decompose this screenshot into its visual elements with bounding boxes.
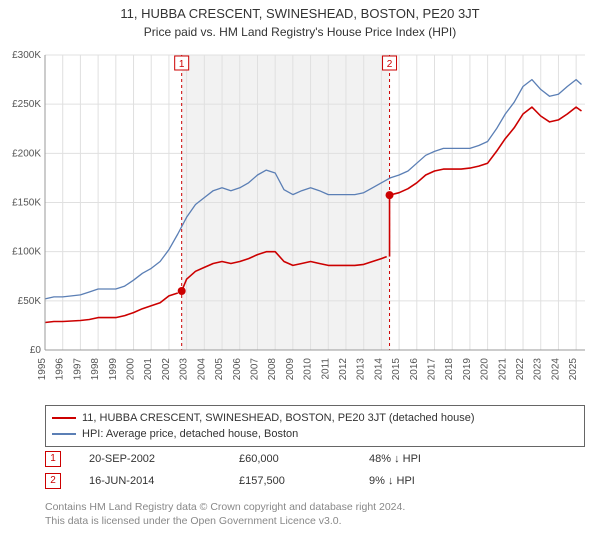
chart-svg: 12£0£50K£100K£150K£200K£250K£300K1995199…: [45, 50, 585, 400]
page-title: 11, HUBBA CRESCENT, SWINESHEAD, BOSTON, …: [0, 6, 600, 21]
svg-text:1996: 1996: [55, 358, 66, 381]
svg-text:2003: 2003: [179, 358, 190, 381]
svg-text:2017: 2017: [427, 358, 438, 381]
marker-pct: 9% ↓ HPI: [369, 475, 509, 487]
svg-text:2022: 2022: [515, 358, 526, 381]
footnote-line: Contains HM Land Registry data © Crown c…: [45, 500, 585, 514]
legend-row: 11, HUBBA CRESCENT, SWINESHEAD, BOSTON, …: [52, 410, 578, 426]
svg-text:£200K: £200K: [12, 148, 41, 159]
svg-text:2004: 2004: [196, 358, 207, 381]
svg-text:2007: 2007: [249, 358, 260, 381]
svg-text:2015: 2015: [391, 358, 402, 381]
svg-text:2016: 2016: [409, 358, 420, 381]
svg-text:£300K: £300K: [12, 50, 41, 61]
svg-text:£100K: £100K: [12, 247, 41, 258]
table-row: 1 20-SEP-2002 £60,000 48% ↓ HPI: [45, 448, 585, 470]
legend-label: HPI: Average price, detached house, Bost…: [82, 428, 298, 440]
svg-text:2002: 2002: [161, 358, 172, 381]
svg-text:2000: 2000: [126, 358, 137, 381]
svg-text:£50K: £50K: [18, 296, 42, 307]
svg-text:2011: 2011: [320, 358, 331, 380]
svg-text:£250K: £250K: [12, 99, 41, 110]
legend-row: HPI: Average price, detached house, Bost…: [52, 426, 578, 442]
svg-text:£150K: £150K: [12, 198, 41, 209]
svg-text:2005: 2005: [214, 358, 225, 381]
svg-text:2012: 2012: [338, 358, 349, 381]
marker-price: £157,500: [239, 475, 369, 487]
svg-text:1997: 1997: [72, 358, 83, 381]
svg-text:£0: £0: [30, 345, 42, 356]
svg-text:2023: 2023: [533, 358, 544, 381]
svg-text:2014: 2014: [373, 358, 384, 381]
table-row: 2 16-JUN-2014 £157,500 9% ↓ HPI: [45, 470, 585, 492]
legend-swatch: [52, 433, 76, 435]
svg-text:1: 1: [179, 59, 185, 70]
svg-text:2009: 2009: [285, 358, 296, 381]
price-chart: 12£0£50K£100K£150K£200K£250K£300K1995199…: [45, 50, 585, 400]
legend-label: 11, HUBBA CRESCENT, SWINESHEAD, BOSTON, …: [82, 412, 474, 424]
svg-text:2024: 2024: [550, 358, 561, 381]
legend-swatch: [52, 417, 76, 419]
marker-date: 16-JUN-2014: [89, 475, 239, 487]
svg-text:2013: 2013: [356, 358, 367, 381]
sale-marker-table: 1 20-SEP-2002 £60,000 48% ↓ HPI 2 16-JUN…: [45, 448, 585, 492]
svg-text:2018: 2018: [444, 358, 455, 381]
svg-text:1995: 1995: [37, 358, 48, 381]
footnote-line: This data is licensed under the Open Gov…: [45, 514, 585, 528]
marker-badge: 1: [45, 451, 61, 467]
svg-text:2020: 2020: [480, 358, 491, 381]
svg-text:2021: 2021: [497, 358, 508, 381]
svg-text:2001: 2001: [143, 358, 154, 381]
svg-text:2008: 2008: [267, 358, 278, 381]
svg-text:2010: 2010: [303, 358, 314, 381]
footnote: Contains HM Land Registry data © Crown c…: [45, 500, 585, 528]
svg-text:2006: 2006: [232, 358, 243, 381]
page-subtitle: Price paid vs. HM Land Registry's House …: [0, 25, 600, 39]
marker-price: £60,000: [239, 453, 369, 465]
legend: 11, HUBBA CRESCENT, SWINESHEAD, BOSTON, …: [45, 405, 585, 447]
svg-text:2019: 2019: [462, 358, 473, 381]
svg-text:1999: 1999: [108, 358, 119, 381]
marker-pct: 48% ↓ HPI: [369, 453, 509, 465]
marker-date: 20-SEP-2002: [89, 453, 239, 465]
marker-badge: 2: [45, 473, 61, 489]
svg-text:1998: 1998: [90, 358, 101, 381]
svg-text:2025: 2025: [568, 358, 579, 381]
svg-text:2: 2: [387, 59, 393, 70]
